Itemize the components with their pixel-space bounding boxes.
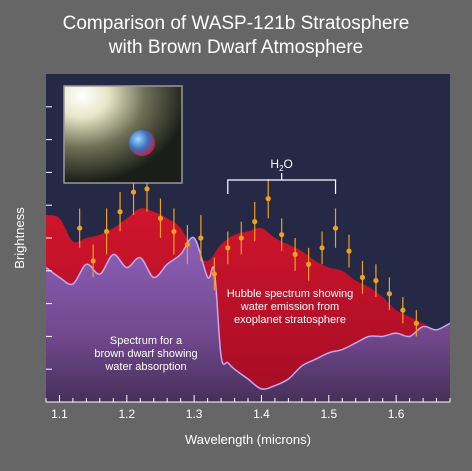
- data-point-marker: [373, 278, 379, 284]
- data-point: [238, 221, 244, 255]
- data-point: [386, 277, 392, 311]
- data-point: [225, 231, 231, 265]
- x-axis: 1.1 1.2 1.3 1.4 1.5 1.6: [45, 395, 451, 421]
- data-point-marker: [306, 261, 312, 267]
- data-point: [104, 208, 110, 255]
- data-point: [306, 247, 312, 281]
- data-point: [346, 234, 352, 268]
- exoplanet-text-line-2: water emission from: [240, 301, 339, 313]
- x-axis-title: Wavelength (microns): [185, 432, 311, 447]
- data-point-marker: [400, 307, 406, 313]
- exoplanet-annotation: Hubble spectrum showing water emission f…: [227, 288, 354, 326]
- brown-dwarf-spectrum-line: [46, 236, 450, 390]
- data-point: [117, 192, 123, 232]
- data-point-marker: [319, 245, 325, 251]
- data-point-marker: [413, 320, 419, 326]
- data-point-marker: [211, 271, 217, 277]
- data-point-marker: [90, 258, 96, 264]
- exoplanet-text-line-1: Hubble spectrum showing: [227, 288, 354, 300]
- data-point-marker: [117, 209, 123, 215]
- h2o-bracket: [227, 173, 337, 194]
- data-point: [400, 297, 406, 324]
- data-point: [292, 238, 298, 271]
- brown-dwarf-spectrum-area: [46, 237, 450, 402]
- data-point: [279, 218, 285, 252]
- data-points: [77, 165, 419, 337]
- data-point-marker: [252, 219, 258, 225]
- data-point-marker: [332, 225, 339, 231]
- y-axis-title: Brightness: [12, 207, 27, 269]
- data-point-marker: [292, 251, 298, 257]
- x-tick-label: 1.2: [118, 407, 135, 421]
- data-point-marker: [157, 215, 164, 221]
- data-point-marker: [386, 291, 392, 297]
- data-point: [319, 231, 325, 265]
- data-point-marker: [279, 232, 285, 238]
- h2o-annotation: H2O: [227, 157, 337, 194]
- data-point: [157, 198, 164, 238]
- data-point: [184, 224, 190, 265]
- exoplanet-text-line-3: exoplanet stratosphere: [234, 314, 346, 326]
- data-point-marker: [359, 274, 366, 280]
- data-point-marker: [77, 225, 83, 231]
- data-point-marker: [130, 189, 137, 195]
- data-point-marker: [238, 235, 244, 241]
- data-point-marker: [104, 228, 110, 235]
- data-point: [77, 208, 83, 248]
- brown-dwarf-text-line-2: brown dwarf showing: [94, 348, 197, 360]
- x-tick-label: 1.1: [51, 407, 68, 421]
- brown-dwarf-text-line-3: water absorption: [104, 361, 186, 373]
- data-point: [373, 264, 379, 298]
- x-tick-label: 1.6: [388, 407, 405, 421]
- data-point: [171, 208, 177, 255]
- x-tick-label: 1.4: [253, 407, 270, 421]
- data-point-marker: [184, 241, 190, 248]
- chart-title-line-2: with Brown Dwarf Atmosphere: [108, 37, 364, 58]
- planet-icon: [129, 130, 155, 156]
- data-point-marker: [346, 248, 352, 254]
- data-point: [211, 257, 217, 291]
- data-point-marker: [225, 245, 231, 251]
- data-point: [90, 244, 96, 278]
- data-point: [332, 208, 339, 248]
- data-point-marker: [144, 186, 150, 192]
- x-tick-label: 1.5: [320, 407, 337, 421]
- chart-title: Comparison of WASP-121b Stratosphere wit…: [0, 12, 472, 60]
- chart-title-line-1: Comparison of WASP-121b Stratosphere: [62, 13, 410, 34]
- data-point: [265, 178, 271, 219]
- data-point-marker: [198, 235, 204, 241]
- data-point: [359, 260, 366, 294]
- h2o-label: H2O: [270, 157, 292, 173]
- x-tick-label: 1.3: [186, 407, 203, 421]
- data-point: [252, 201, 258, 242]
- data-point-marker: [171, 228, 177, 235]
- data-point: [413, 310, 419, 337]
- brown-dwarf-text-line-1: Spectrum for a: [110, 335, 183, 347]
- star-planet-inset: [63, 85, 183, 184]
- data-point-marker: [265, 196, 271, 202]
- y-axis-ticks: [46, 106, 52, 370]
- brown-dwarf-annotation: Spectrum for a brown dwarf showing water…: [94, 335, 197, 373]
- data-point: [198, 215, 204, 261]
